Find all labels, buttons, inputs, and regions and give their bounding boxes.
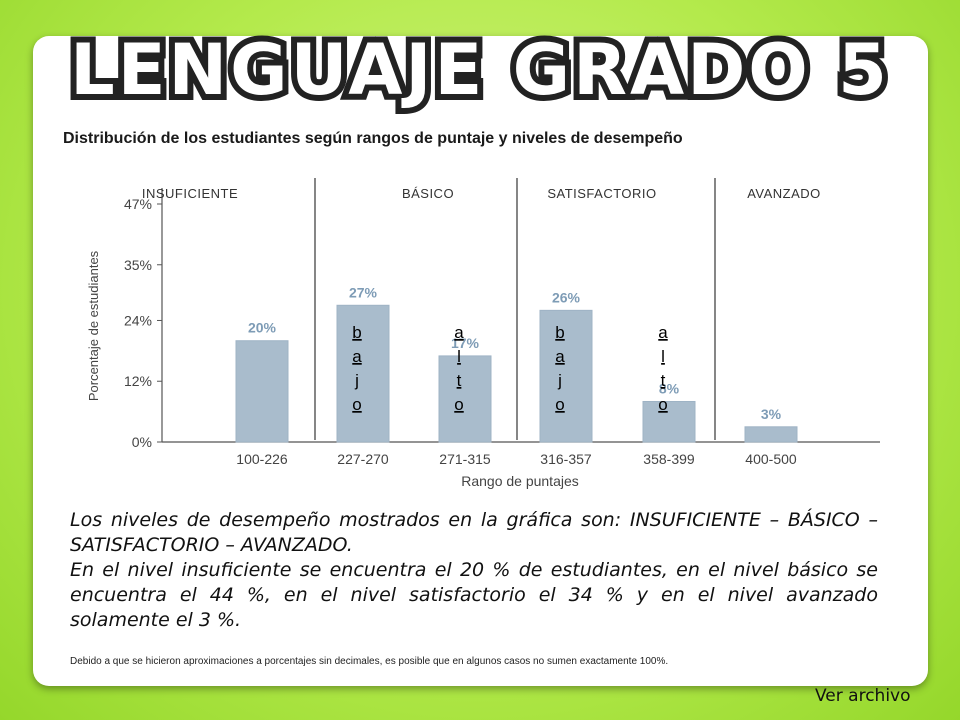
description-paragraph-1: Los niveles de desempeño mostrados en la… — [70, 509, 878, 556]
bar-annotation-letter: o — [555, 395, 564, 414]
x-tick-label: 358-399 — [643, 451, 695, 467]
footnote: Debido a que se hicieron aproximaciones … — [70, 656, 669, 667]
x-tick-label: 400-500 — [745, 451, 797, 467]
bar-annotation-letter: l — [457, 347, 461, 366]
description: Los niveles de desempeño mostrados en la… — [70, 508, 878, 633]
level-header: INSUFICIENTE — [142, 186, 238, 201]
bar-chart: 0% 12% 24% 35% 47% Porcentaje de estudiantes I… — [86, 178, 880, 489]
bar — [235, 340, 289, 443]
level-header: AVANZADO — [747, 186, 821, 201]
x-tick-label: 100-226 — [236, 451, 288, 467]
description-paragraph-2: En el nivel insuficiente se encuentra el… — [70, 559, 878, 631]
x-tick-label: 271-315 — [439, 451, 491, 467]
x-tick-label: 227-270 — [337, 451, 389, 467]
y-tick-label: 47% — [124, 196, 152, 212]
bar — [539, 309, 593, 443]
bar-annotation-letter: b — [352, 323, 361, 342]
bar-annotation-letter: a — [658, 323, 668, 342]
view-file-link[interactable]: Ver archivo — [815, 686, 911, 706]
bar-annotation-letter: b — [555, 323, 564, 342]
bar-annotation-letter: o — [454, 395, 463, 414]
bar — [642, 400, 696, 443]
y-tick-label: 12% — [124, 373, 152, 389]
bar — [336, 304, 390, 443]
bar-annotation-letter: j — [354, 371, 359, 390]
bar — [744, 426, 798, 443]
level-header: SATISFACTORIO — [547, 186, 656, 201]
y-tick-label: 0% — [132, 434, 152, 450]
bar-annotation-letter: o — [658, 395, 667, 414]
bar-value-label: 20% — [248, 320, 277, 336]
bar-annotation-letter: t — [661, 371, 666, 390]
bar-value-label: 17% — [451, 335, 480, 351]
y-tick-label: 35% — [124, 257, 152, 273]
bar-annotation-letter: l — [661, 347, 665, 366]
bar-annotation-letter: o — [352, 395, 361, 414]
bar-annotation-letter: a — [555, 347, 565, 366]
bar-value-label: 3% — [761, 406, 782, 422]
x-axis-label: Rango de puntajes — [461, 473, 579, 489]
page-title: LENGUAJE GRADO 5 — [64, 24, 893, 116]
bar-value-label: 26% — [552, 289, 581, 305]
bar-value-label: 8% — [659, 380, 680, 396]
bar-value-label: 27% — [349, 284, 378, 300]
chart-subtitle: Distribución de los estudiantes según ra… — [63, 130, 683, 147]
x-tick-label: 316-357 — [540, 451, 592, 467]
bar-annotation-letter: a — [454, 323, 464, 342]
bar-annotation-letter: a — [352, 347, 362, 366]
bar — [438, 355, 492, 443]
level-header: BÁSICO — [402, 186, 454, 201]
y-tick-label: 24% — [124, 312, 152, 328]
bar-annotation-letter: j — [557, 371, 562, 390]
bar-annotation-letter: t — [457, 371, 462, 390]
y-axis-label: Porcentaje de estudiantes — [86, 250, 101, 401]
